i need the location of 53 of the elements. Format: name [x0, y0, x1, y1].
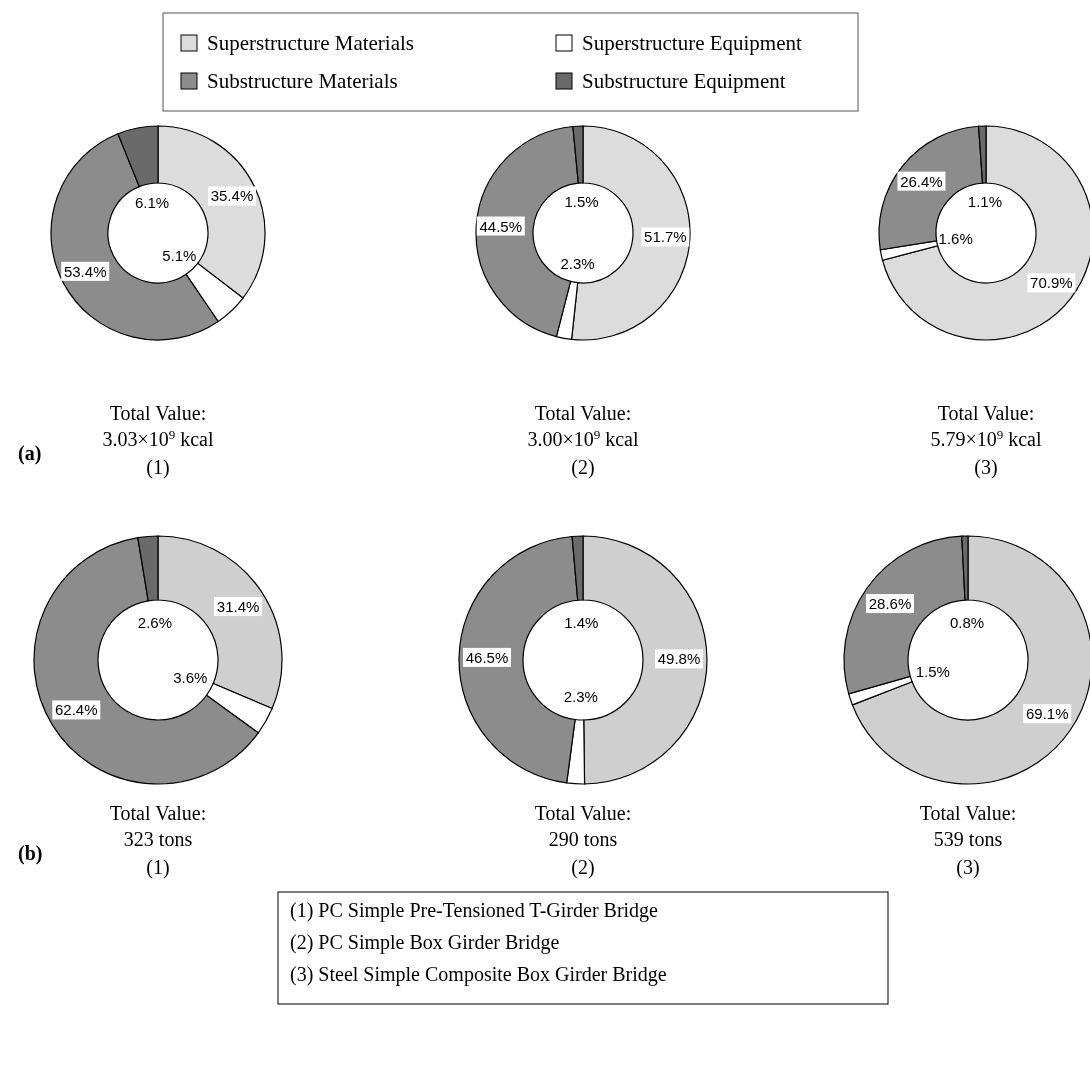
data-label: 35.4% — [210, 187, 254, 205]
text: (2) PC Simple Box Girder Bridge — [290, 931, 560, 954]
text: 5.79×10$^{9}$ kcal — [930, 426, 1042, 450]
text: (3) — [974, 456, 998, 479]
text: Total Value: — [534, 402, 632, 424]
text: Total Value: — [109, 802, 207, 824]
data-label: 69.1% — [1025, 705, 1069, 723]
text: Total Value: — [534, 802, 632, 824]
data-label: 44.5% — [479, 217, 523, 235]
text: 539 tons — [933, 828, 1003, 850]
data-label: 28.6% — [868, 595, 912, 613]
text: Total Value: — [937, 402, 1035, 424]
data-label: 6.1% — [134, 193, 170, 211]
data-label: 5.1% — [162, 246, 197, 264]
text: (1) — [146, 456, 170, 479]
data-label: 46.5% — [465, 648, 509, 666]
legend-label: Substructure Materials — [207, 69, 398, 93]
text: (b) — [18, 842, 43, 865]
data-label: 51.7% — [644, 228, 687, 246]
legend-label: Superstructure Materials — [207, 31, 415, 55]
data-label: 1.5% — [915, 662, 950, 680]
data-label: 31.4% — [216, 598, 260, 616]
data-label: 62.4% — [55, 701, 98, 719]
text: (3) — [956, 856, 980, 879]
data-label: 1.4% — [564, 613, 599, 631]
text: (2) — [571, 456, 595, 479]
text: 3.00×10$^{9}$ kcal — [527, 426, 639, 450]
text: Total Value: — [109, 402, 207, 424]
text: 290 tons — [548, 828, 618, 850]
data-label: 1.6% — [938, 230, 973, 248]
data-label: 2.6% — [137, 613, 173, 631]
text: 3.03×10$^{9}$ kcal — [102, 426, 214, 450]
data-label: 70.9% — [1030, 274, 1073, 292]
text: (1) — [146, 856, 170, 879]
data-label: 53.4% — [63, 262, 107, 280]
text: (a) — [18, 442, 42, 465]
data-label: 3.6% — [173, 669, 208, 687]
data-label: 0.8% — [949, 613, 985, 631]
data-label: 2.3% — [563, 688, 598, 706]
text: (2) — [571, 856, 595, 879]
data-label: 49.8% — [657, 650, 701, 668]
data-label: 1.5% — [564, 193, 599, 211]
donut-slice — [881, 125, 1090, 341]
text: Total Value: — [919, 802, 1017, 824]
data-label: 2.3% — [560, 254, 595, 272]
text: 323 tons — [123, 828, 193, 850]
data-label: 26.4% — [900, 172, 943, 190]
data-label: 1.1% — [967, 193, 1003, 211]
donut-slice — [851, 535, 1090, 785]
legend-label: Substructure Equipment — [582, 69, 786, 93]
legend-label: Superstructure Equipment — [582, 31, 803, 55]
text: (1) PC Simple Pre-Tensioned T-Girder Bridge — [290, 899, 659, 922]
text: (3) Steel Simple Composite Box Girder Bridge — [290, 963, 667, 986]
